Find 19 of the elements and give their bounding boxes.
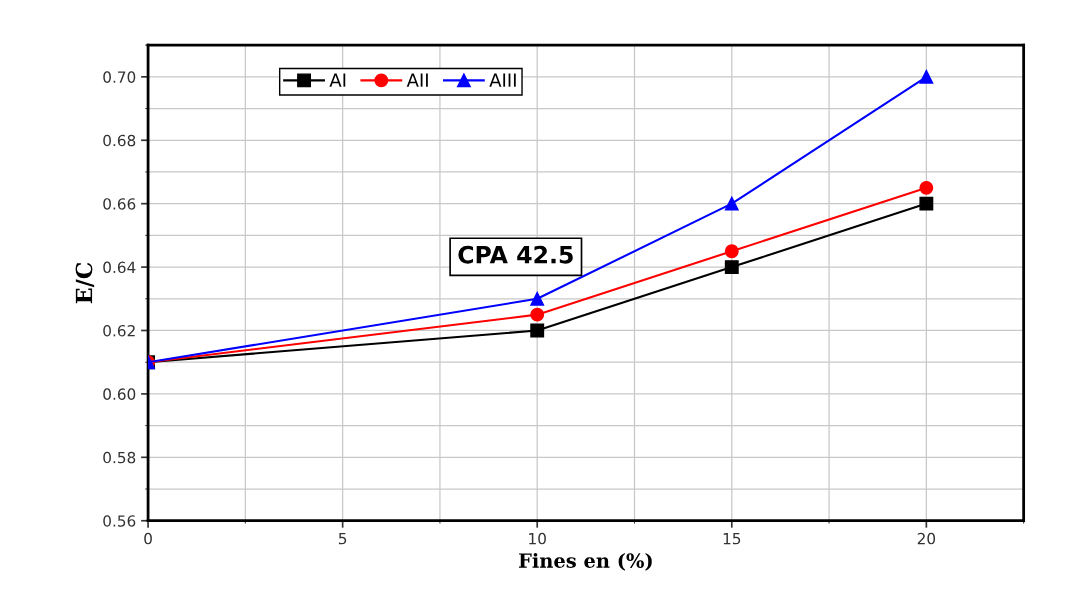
y-tick-label: 0.62 [103,324,135,337]
y-tick-label: 0.58 [103,451,136,464]
legend-label: AIII [489,73,516,87]
x-tick-label: 5 [338,533,347,545]
y-tick-label: 0.56 [103,515,136,527]
x-tick-label: 15 [723,533,741,545]
legend-label: AII [406,73,428,87]
y-tick-label: 0.68 [103,134,136,147]
x-tick-label: 20 [917,532,936,545]
x-tick-label: 10 [529,532,546,545]
y-tick-label: 0.66 [103,198,136,210]
y-tick-label: 0.70 [103,71,136,83]
y-tick-label: 0.64 [103,261,136,274]
x-tick-label: 0 [144,532,152,545]
x-axis-title: Fines en (%) [518,552,652,571]
y-tick-label: 0.60 [103,388,136,400]
legend-label: AI [329,73,346,87]
annotation: CPA 42.5 [458,245,573,264]
y-axis-title: E/C [75,262,95,304]
